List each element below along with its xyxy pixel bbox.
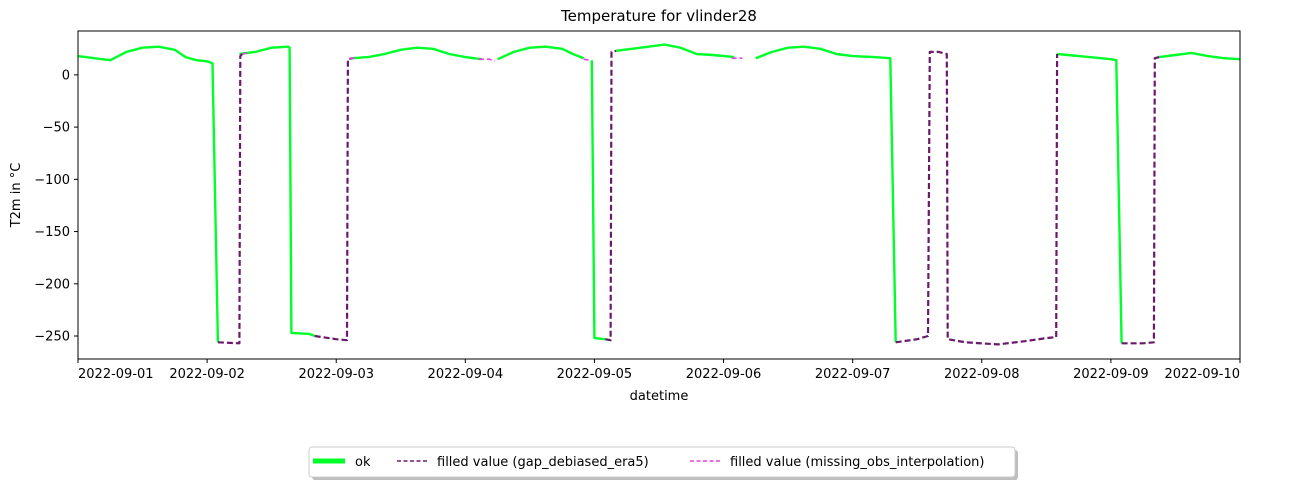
plot-frame	[77, 30, 1241, 360]
y-tick-label: −100	[34, 173, 70, 188]
series-line-2-segment-2	[314, 57, 353, 342]
y-tick-label: −150	[34, 225, 70, 240]
series-line-1-segment-7	[755, 45, 897, 343]
x-tick-label: 2022-09-03	[298, 367, 374, 382]
series-line-1-segment-4	[497, 45, 585, 61]
series-line-2-segment-4	[895, 50, 1059, 346]
legend-label-2: filled value (gap_debiased_era5)	[437, 455, 649, 470]
y-axis: 0 −50 −100 −150 −200 −250	[34, 68, 78, 345]
legend-label-3: filled value (missing_obs_interpolation)	[730, 455, 984, 470]
chart-title: Temperature for vlinder28	[560, 7, 757, 25]
x-tick-label: 2022-09-07	[815, 367, 891, 382]
x-tick-label: 2022-09-02	[169, 367, 245, 382]
legend-label-1: ok	[355, 455, 371, 470]
series-line-1-segment-1	[77, 45, 220, 343]
x-tick-label: 2022-09-06	[686, 367, 762, 382]
series-line-1-segment-9	[1159, 51, 1241, 61]
x-tick-label: 2022-09-10	[1164, 367, 1240, 382]
series-line-2-segment-1	[217, 53, 243, 345]
legend: ok filled value (gap_debiased_era5) filled…	[308, 446, 1018, 480]
series-line-1-segment-8	[1056, 52, 1123, 344]
series-line-2-segment-5	[1121, 56, 1160, 345]
series-line-1-segment-3	[352, 46, 482, 61]
series-line-3-segment-1	[241, 52, 248, 55]
x-tick-label: 2022-09-05	[557, 367, 633, 382]
series-line-1-segment-2	[239, 45, 316, 338]
x-tick-label: 2022-09-08	[944, 367, 1020, 382]
series-line-3-segment-3	[478, 58, 496, 63]
x-axis: 2022-09-01 2022-09-02 2022-09-03 2022-09-04…	[77, 359, 1241, 382]
x-tick-label: 2022-09-01	[78, 367, 154, 382]
series-line-3-segment-4	[583, 58, 590, 61]
y-tick-label: −200	[34, 277, 70, 292]
y-tick-label: −250	[34, 330, 70, 345]
plot-lines	[77, 43, 1241, 346]
x-axis-label: datetime	[630, 389, 689, 404]
y-tick-label: −50	[43, 121, 70, 136]
series-line-1-segment-6	[615, 43, 735, 59]
x-tick-label: 2022-09-09	[1073, 367, 1149, 382]
x-tick-label: 2022-09-04	[428, 367, 504, 382]
series-line-2-segment-3	[604, 49, 617, 342]
y-tick-label: 0	[62, 68, 70, 83]
series-line-1-segment-5	[590, 60, 606, 341]
y-axis-label: T2m in °C	[9, 163, 24, 229]
